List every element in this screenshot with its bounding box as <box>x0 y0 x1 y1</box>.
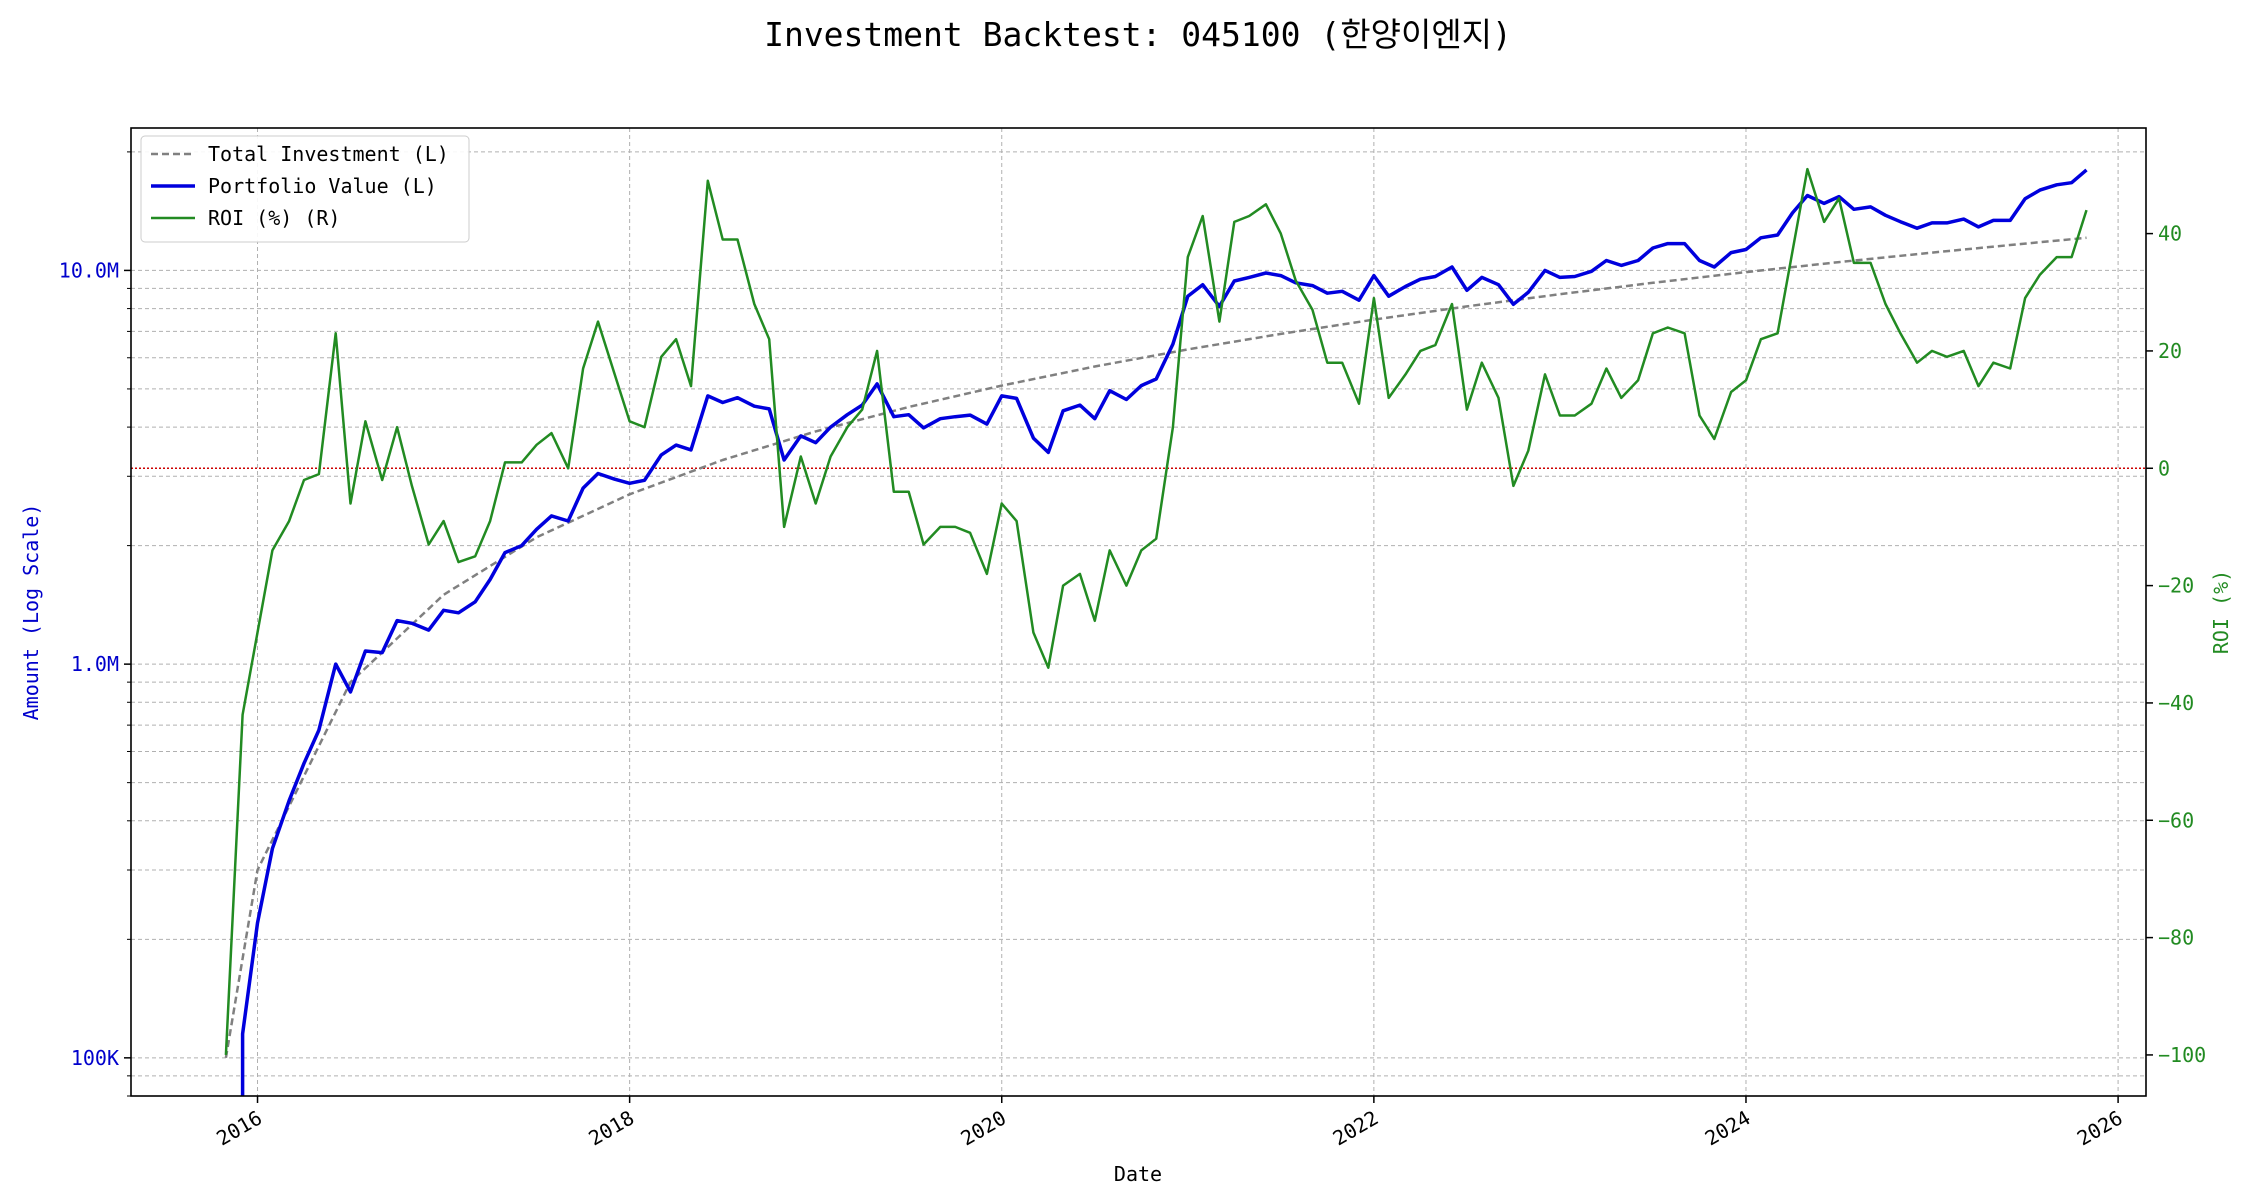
right-y-tick-label: 20 <box>2158 339 2182 363</box>
legend-label-roi: ROI (%) (R) <box>208 206 340 230</box>
legend: Total Investment (L) Portfolio Value (L)… <box>140 135 470 243</box>
left-y-tick-label: 10.0M <box>59 258 119 282</box>
right-y-tick-label: −60 <box>2158 808 2194 832</box>
left-y-tick-label: 100K <box>71 1046 119 1070</box>
left-y-tick-label: 1.0M <box>71 652 119 676</box>
left-y-axis-label: Amount (Log Scale) <box>19 504 43 721</box>
legend-label-total-investment: Total Investment (L) <box>208 142 449 166</box>
right-y-tick-label: −40 <box>2158 691 2194 715</box>
right-y-axis-label: ROI (%) <box>2209 570 2233 654</box>
grid-layer <box>131 128 2146 1097</box>
plot-area-frame <box>130 127 2147 1097</box>
chart-title: Investment Backtest: 045100 (한양이엔지) <box>764 15 1512 54</box>
legend-label-portfolio-value: Portfolio Value (L) <box>208 174 437 198</box>
series-layer <box>224 167 2088 1096</box>
total-investment-line <box>224 236 2087 1059</box>
right-y-tick-label: −20 <box>2158 574 2194 598</box>
x-axis-label: Date <box>1114 1162 1162 1186</box>
right-y-tick-label: 40 <box>2158 222 2182 246</box>
legend-box <box>140 135 470 243</box>
right-y-axis-ticks: −100 −80 −60 −40 −20 0 20 40 <box>2146 222 2206 1067</box>
roi-line <box>224 167 2088 1055</box>
right-y-tick-label: −80 <box>2158 926 2194 950</box>
right-y-tick-label: −100 <box>2158 1043 2206 1067</box>
portfolio-value-line <box>240 168 2088 1096</box>
left-y-axis-ticks: 100K 1.0M 10.0M <box>59 151 131 1097</box>
right-y-tick-label: 0 <box>2158 456 2170 480</box>
